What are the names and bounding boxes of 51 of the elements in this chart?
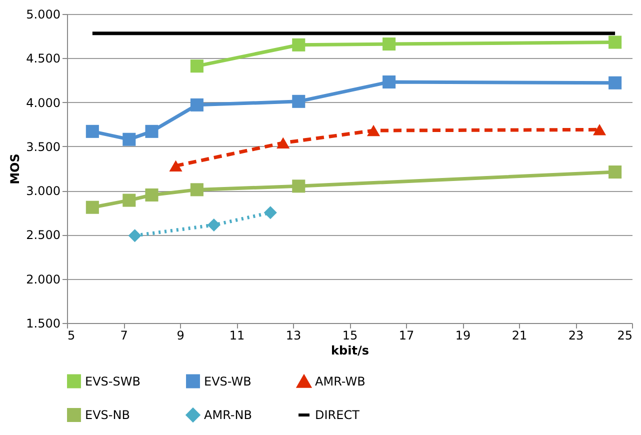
x-tick-label: 19 [455,328,471,342]
x-tick-label: 23 [568,328,584,342]
point [86,124,99,138]
y-tick-label: 2.500 [26,228,60,242]
point [292,38,306,52]
x-tick-label: 7 [120,328,128,342]
y-tick-label: 2.000 [26,272,60,286]
x-tick-label: 5 [68,328,76,342]
legend-label: EVS-NB [85,408,130,422]
x-tick-label: 17 [398,328,414,342]
point [608,36,622,49]
x-tick-label: 13 [286,328,302,342]
x-tick-label: 25 [617,328,632,342]
point [608,76,622,90]
point [608,166,622,179]
x-tick-label: 21 [512,328,528,342]
point [276,137,290,149]
point [264,206,277,220]
x-axis-title: kbit/s [331,344,369,358]
x-tick-label: 11 [229,328,245,342]
y-tick-label: 3.500 [26,140,60,154]
point [122,132,136,146]
point [122,194,136,207]
y-axis-title: MOS [8,154,22,184]
x-tick-label: 15 [342,328,358,342]
legend-label: AMR-WB [315,374,366,389]
point [292,94,306,108]
legend-label: DIRECT [315,408,360,422]
point [169,160,182,172]
point [86,200,99,214]
point [382,75,396,88]
point [145,124,158,138]
x-tick-label: 9 [176,328,184,342]
point [592,124,606,136]
point [207,218,220,232]
point [190,98,204,112]
point [382,38,396,51]
y-tick-label: 4.000 [26,96,60,110]
point [190,183,204,196]
y-tick-label: 3.000 [26,184,60,198]
y-tick-label: 4.500 [26,52,60,66]
point [366,124,380,136]
legend-label: EVS-SWB [85,374,140,388]
legend-label: AMR-NB [204,408,252,422]
y-tick-label: 1.500 [26,316,60,330]
legend-label: EVS-WB [204,374,252,388]
point [145,188,158,202]
point [292,180,306,193]
point [128,229,142,242]
y-tick-label: 5.000 [26,8,60,22]
point [190,60,204,73]
